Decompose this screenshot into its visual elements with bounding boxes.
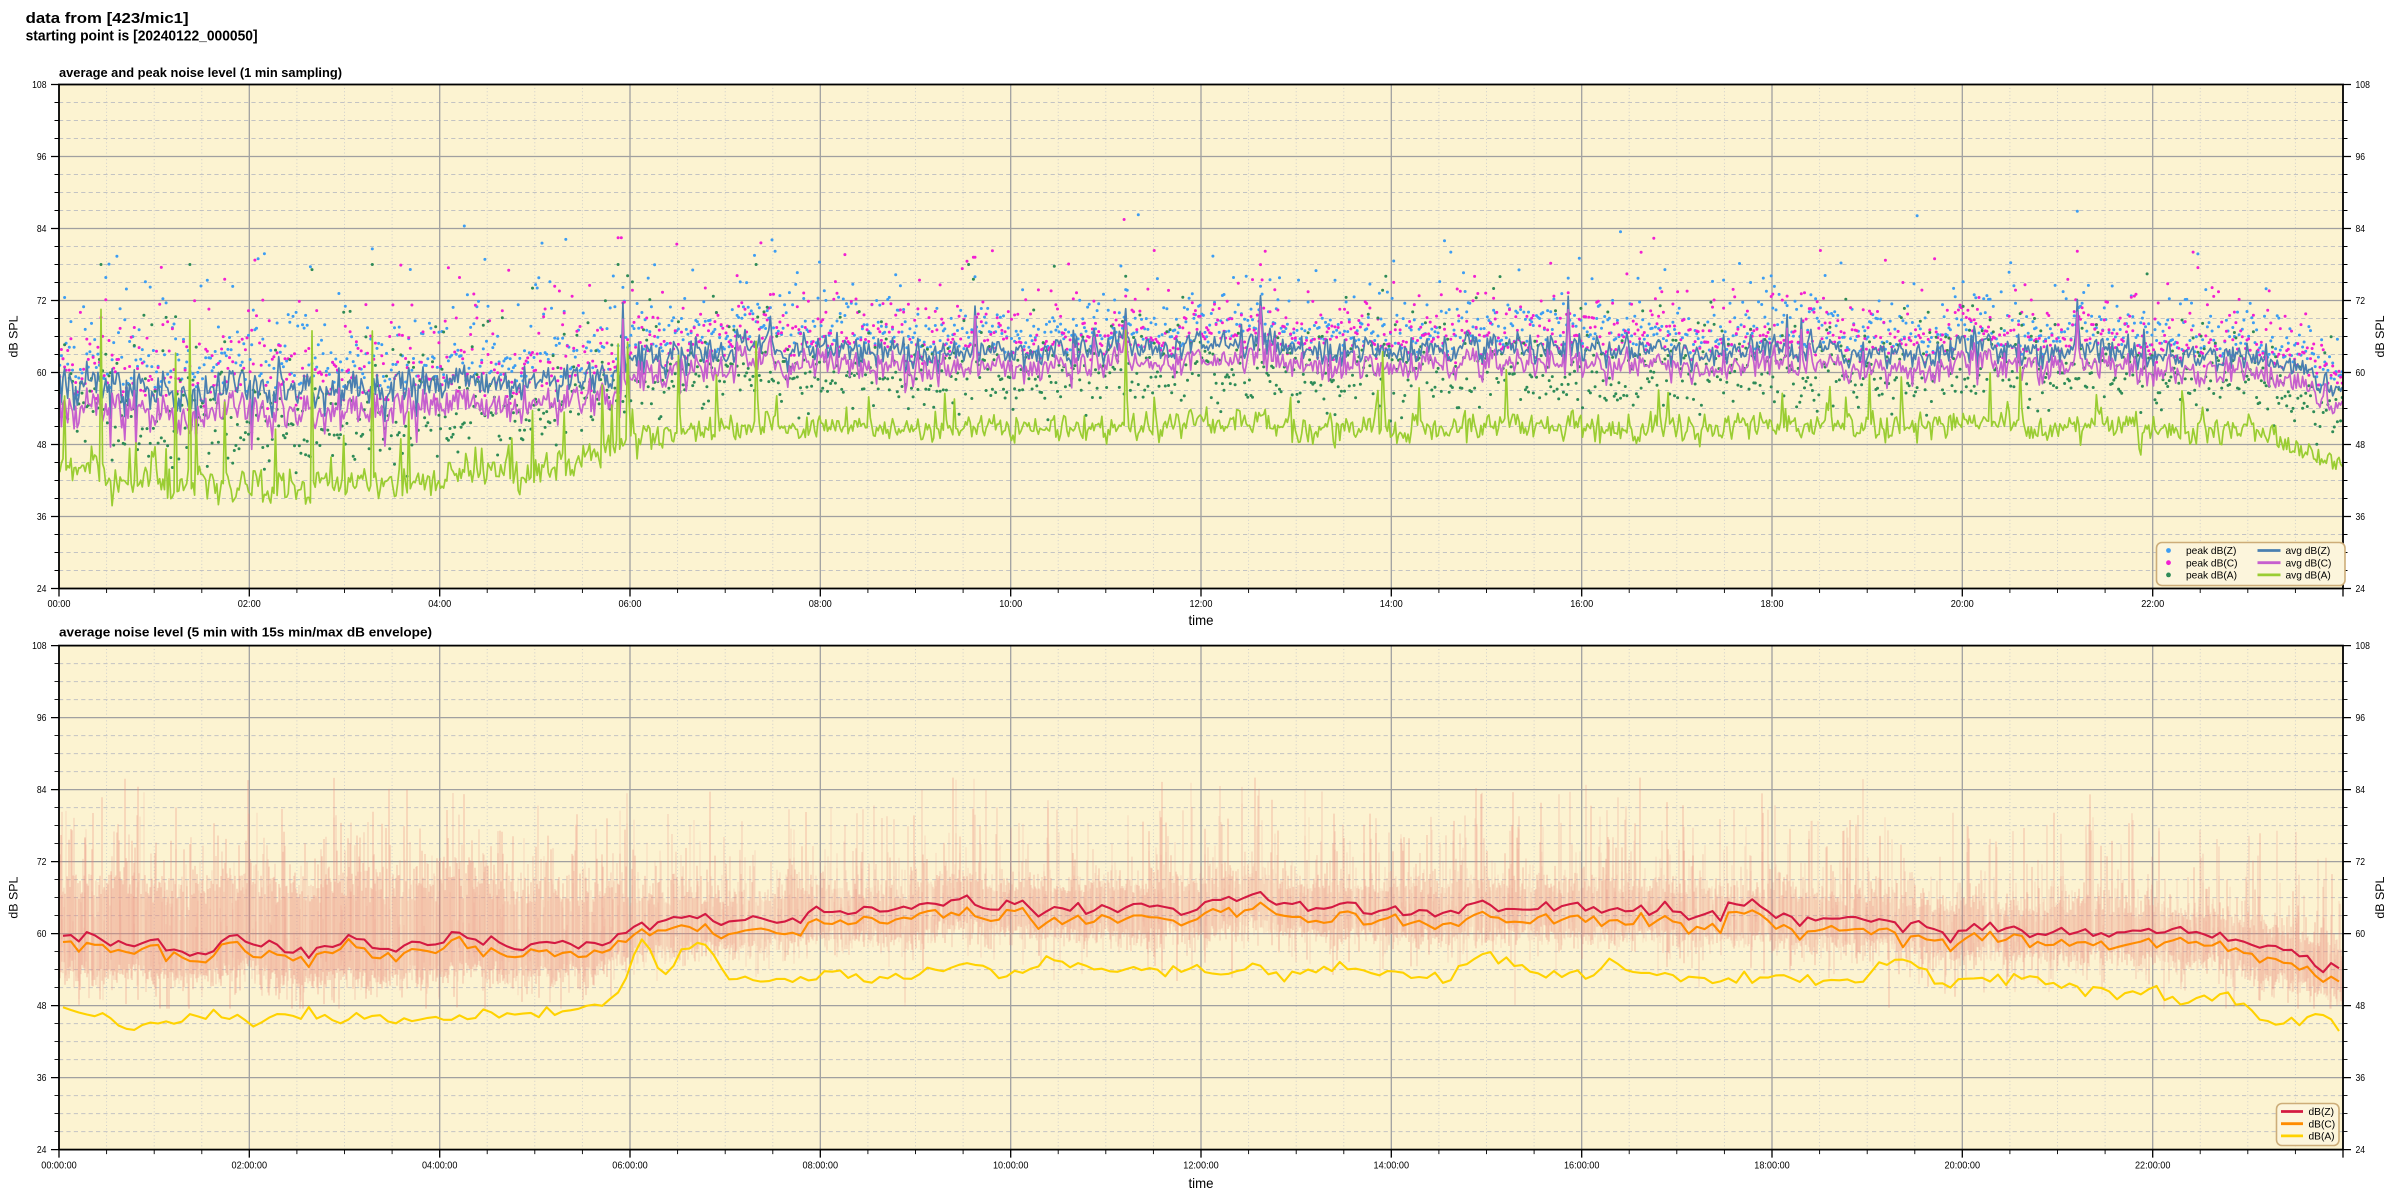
svg-text:108: 108: [32, 641, 47, 652]
svg-text:48: 48: [37, 440, 47, 451]
svg-text:20:00: 20:00: [1951, 599, 1974, 610]
svg-text:06:00: 06:00: [619, 599, 642, 610]
svg-text:36: 36: [37, 512, 47, 523]
svg-text:96: 96: [2356, 713, 2366, 724]
svg-text:24: 24: [2356, 584, 2366, 595]
svg-text:10:00: 10:00: [999, 599, 1022, 610]
svg-text:04:00: 04:00: [428, 599, 451, 610]
svg-text:36: 36: [2356, 1073, 2366, 1084]
svg-text:72: 72: [37, 857, 47, 868]
svg-text:time: time: [1189, 612, 1214, 628]
svg-text:peak dB(C): peak dB(C): [2186, 558, 2238, 569]
svg-text:avg dB(Z): avg dB(Z): [2286, 546, 2331, 557]
svg-text:84: 84: [2356, 785, 2366, 796]
svg-text:peak dB(A): peak dB(A): [2186, 571, 2237, 582]
svg-text:08:00: 08:00: [809, 599, 832, 610]
svg-text:12:00:00: 12:00:00: [1183, 1161, 1219, 1172]
svg-text:24: 24: [2356, 1145, 2366, 1156]
svg-text:96: 96: [37, 152, 47, 163]
svg-text:dB(C): dB(C): [2309, 1119, 2336, 1130]
svg-text:84: 84: [37, 785, 47, 796]
svg-text:60: 60: [2356, 929, 2366, 940]
svg-text:84: 84: [2356, 224, 2366, 235]
svg-text:48: 48: [37, 1001, 47, 1012]
svg-text:108: 108: [32, 80, 47, 91]
svg-text:96: 96: [2356, 152, 2366, 163]
svg-text:24: 24: [37, 1145, 47, 1156]
svg-text:12:00: 12:00: [1190, 599, 1213, 610]
svg-text:18:00: 18:00: [1761, 599, 1784, 610]
svg-text:average noise level (5 min wit: average noise level (5 min with 15s min/…: [59, 625, 432, 640]
svg-text:22:00:00: 22:00:00: [2135, 1161, 2171, 1172]
svg-text:06:00:00: 06:00:00: [612, 1161, 648, 1172]
svg-text:time: time: [1189, 1175, 1214, 1191]
svg-text:84: 84: [37, 224, 47, 235]
svg-text:00:00:00: 00:00:00: [41, 1161, 77, 1172]
svg-text:dB SPL: dB SPL: [2373, 876, 2387, 918]
svg-text:dB SPL: dB SPL: [2373, 315, 2387, 357]
svg-text:48: 48: [2356, 1001, 2366, 1012]
svg-text:108: 108: [2356, 80, 2371, 91]
svg-text:00:00: 00:00: [48, 599, 71, 610]
svg-text:20:00:00: 20:00:00: [1945, 1161, 1981, 1172]
svg-text:36: 36: [2356, 512, 2366, 523]
svg-text:avg dB(A): avg dB(A): [2286, 571, 2331, 582]
svg-text:24: 24: [37, 584, 47, 595]
svg-text:16:00: 16:00: [1570, 599, 1593, 610]
svg-text:60: 60: [2356, 368, 2366, 379]
svg-text:14:00: 14:00: [1380, 599, 1403, 610]
svg-text:avg dB(C): avg dB(C): [2286, 558, 2332, 569]
svg-text:10:00:00: 10:00:00: [993, 1161, 1029, 1172]
svg-text:dB SPL: dB SPL: [7, 876, 21, 918]
svg-text:02:00: 02:00: [238, 599, 261, 610]
svg-text:16:00:00: 16:00:00: [1564, 1161, 1600, 1172]
svg-text:starting point is [20240122_00: starting point is [20240122_000050]: [26, 27, 258, 44]
svg-text:dB SPL: dB SPL: [7, 315, 21, 357]
svg-text:average and peak noise level (: average and peak noise level (1 min samp…: [59, 65, 342, 80]
svg-text:22:00: 22:00: [2141, 599, 2164, 610]
svg-text:04:00:00: 04:00:00: [422, 1161, 458, 1172]
svg-text:72: 72: [37, 296, 47, 307]
svg-text:60: 60: [37, 929, 47, 940]
svg-text:72: 72: [2356, 857, 2366, 868]
svg-text:data from [423/mic1]: data from [423/mic1]: [26, 10, 189, 27]
svg-text:72: 72: [2356, 296, 2366, 307]
svg-text:02:00:00: 02:00:00: [232, 1161, 268, 1172]
svg-text:60: 60: [37, 368, 47, 379]
svg-text:dB(A): dB(A): [2309, 1132, 2335, 1143]
svg-text:18:00:00: 18:00:00: [1754, 1161, 1790, 1172]
svg-text:108: 108: [2356, 641, 2371, 652]
svg-text:96: 96: [37, 713, 47, 724]
svg-text:dB(Z): dB(Z): [2309, 1107, 2334, 1118]
svg-text:peak dB(Z): peak dB(Z): [2186, 546, 2236, 557]
svg-text:48: 48: [2356, 440, 2366, 451]
svg-text:14:00:00: 14:00:00: [1374, 1161, 1410, 1172]
svg-text:36: 36: [37, 1073, 47, 1084]
svg-text:08:00:00: 08:00:00: [803, 1161, 839, 1172]
